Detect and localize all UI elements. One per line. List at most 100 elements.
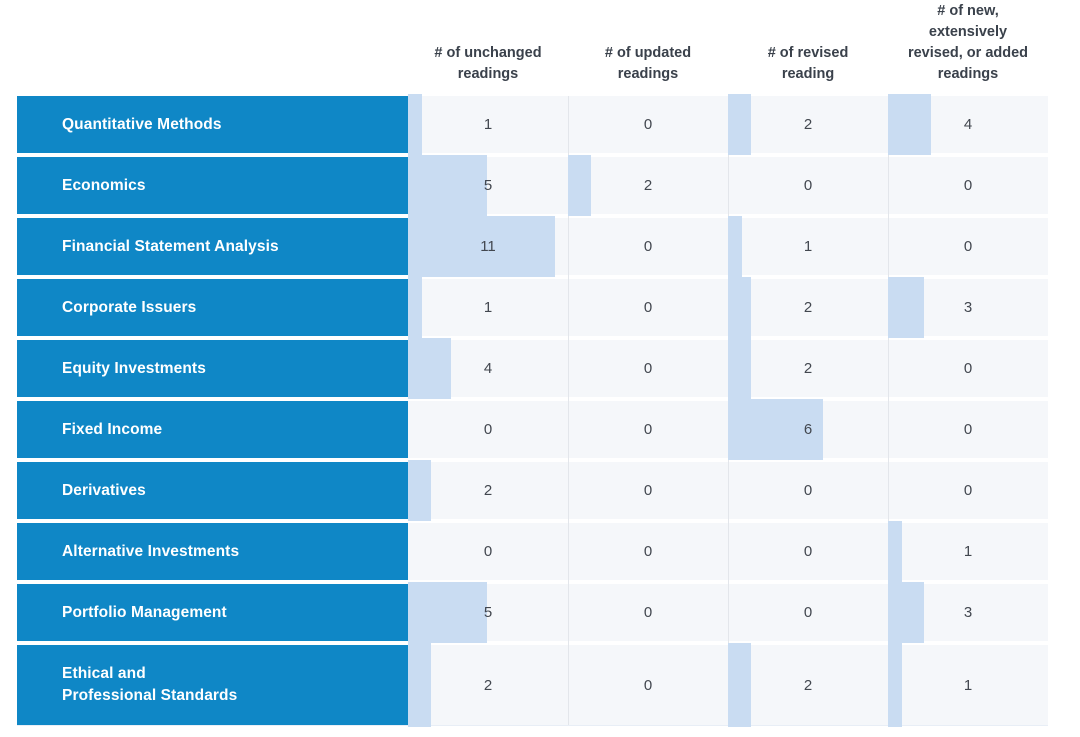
value-text: 1: [963, 543, 973, 560]
value-cell: 0: [888, 157, 1048, 214]
value-cell: 0: [568, 462, 728, 519]
table-row: Derivatives 2 0 0 0: [17, 460, 1048, 521]
data-bar: [728, 94, 751, 155]
value-cell: 6: [728, 399, 888, 460]
column-header-new-added: # of new, extensively revised, or added …: [907, 2, 1029, 82]
value-text: 5: [483, 604, 493, 621]
value-text: 1: [963, 676, 973, 694]
value-text: 4: [483, 360, 493, 377]
value-cell: 4: [408, 338, 568, 399]
value-text: 0: [643, 482, 653, 499]
row-label: Portfolio Management: [17, 584, 408, 641]
value-cell: 2: [408, 460, 568, 521]
table-header-row: # of unchanged readings # of updated rea…: [17, 0, 1048, 96]
value-text: 2: [483, 676, 493, 694]
data-bar: [408, 582, 487, 643]
value-cell: 0: [888, 218, 1048, 275]
table-row: Quantitative Methods 1 0 2 4: [17, 94, 1048, 155]
value-text: 0: [643, 543, 653, 560]
value-text: 0: [643, 604, 653, 621]
value-cell: 4: [888, 94, 1048, 155]
value-text: 0: [643, 360, 653, 377]
data-bar: [728, 338, 751, 399]
row-label: Economics: [17, 157, 408, 214]
data-bar: [408, 216, 555, 277]
row-label: Financial Statement Analysis: [17, 218, 408, 275]
data-bar: [728, 643, 751, 727]
value-cell: 2: [408, 643, 568, 727]
value-text: 3: [963, 299, 973, 316]
value-cell: 3: [888, 582, 1048, 643]
value-text: 5: [483, 177, 493, 194]
data-bar: [888, 94, 931, 155]
data-bar: [408, 94, 422, 155]
value-cell: 0: [888, 340, 1048, 397]
row-label: Ethical and Professional Standards: [17, 645, 408, 725]
data-bar: [408, 277, 422, 338]
table-bottom-edge: [17, 725, 1048, 726]
value-cell: 0: [888, 462, 1048, 519]
value-cell: 2: [728, 643, 888, 727]
value-text: 0: [483, 543, 493, 560]
data-bar: [408, 460, 431, 521]
value-text: 2: [803, 360, 813, 377]
value-cell: 0: [408, 523, 568, 580]
column-header-unchanged: # of unchanged readings: [434, 44, 542, 82]
value-cell: 0: [408, 401, 568, 458]
value-cell: 0: [728, 523, 888, 580]
value-cell: 2: [568, 155, 728, 216]
row-label: Derivatives: [17, 462, 408, 519]
data-bar: [728, 399, 823, 460]
column-header-revised: # of revised reading: [767, 44, 849, 82]
row-label: Fixed Income: [17, 401, 408, 458]
value-cell: 1: [728, 216, 888, 277]
data-bar: [888, 643, 902, 727]
value-cell: 2: [728, 338, 888, 399]
value-cell: 0: [568, 279, 728, 336]
value-cell: 2: [728, 277, 888, 338]
value-cell: 5: [408, 155, 568, 216]
value-text: 3: [963, 604, 973, 621]
row-label: Quantitative Methods: [17, 96, 408, 153]
data-bar: [408, 643, 431, 727]
value-text: 2: [803, 116, 813, 133]
value-cell: 0: [568, 645, 728, 725]
value-text: 11: [480, 238, 496, 255]
table-row: Equity Investments 4 0 2 0: [17, 338, 1048, 399]
value-cell: 0: [568, 584, 728, 641]
value-cell: 0: [568, 523, 728, 580]
value-cell: 0: [568, 218, 728, 275]
table-row: Fixed Income 0 0 6 0: [17, 399, 1048, 460]
value-text: 0: [963, 177, 973, 194]
value-text: 0: [963, 421, 973, 438]
value-cell: 3: [888, 277, 1048, 338]
row-label: Corporate Issuers: [17, 279, 408, 336]
value-text: 2: [803, 676, 813, 694]
data-bar: [568, 155, 591, 216]
value-text: 6: [803, 421, 813, 438]
data-bar: [728, 216, 742, 277]
value-cell: 1: [888, 521, 1048, 582]
value-text: 2: [803, 299, 813, 316]
data-bar: [408, 338, 451, 399]
value-cell: 1: [408, 94, 568, 155]
data-bar: [728, 277, 751, 338]
value-cell: 1: [888, 643, 1048, 727]
corner-spacer: [17, 85, 408, 96]
data-bar: [888, 521, 902, 582]
value-text: 4: [963, 116, 973, 133]
value-text: 0: [963, 360, 973, 377]
table-row: Financial Statement Analysis 11 0 1 0: [17, 216, 1048, 277]
value-cell: 0: [728, 462, 888, 519]
value-cell: 11: [408, 216, 568, 277]
row-label: Alternative Investments: [17, 523, 408, 580]
value-text: 0: [643, 299, 653, 316]
table-body: Quantitative Methods 1 0 2 4 Economics 5 2 0 0 Fin…: [17, 94, 1048, 727]
data-bar: [888, 582, 924, 643]
value-cell: 0: [888, 401, 1048, 458]
value-text: 0: [803, 177, 813, 194]
value-text: 0: [643, 116, 653, 133]
value-text: 0: [643, 676, 653, 694]
value-cell: 2: [728, 94, 888, 155]
